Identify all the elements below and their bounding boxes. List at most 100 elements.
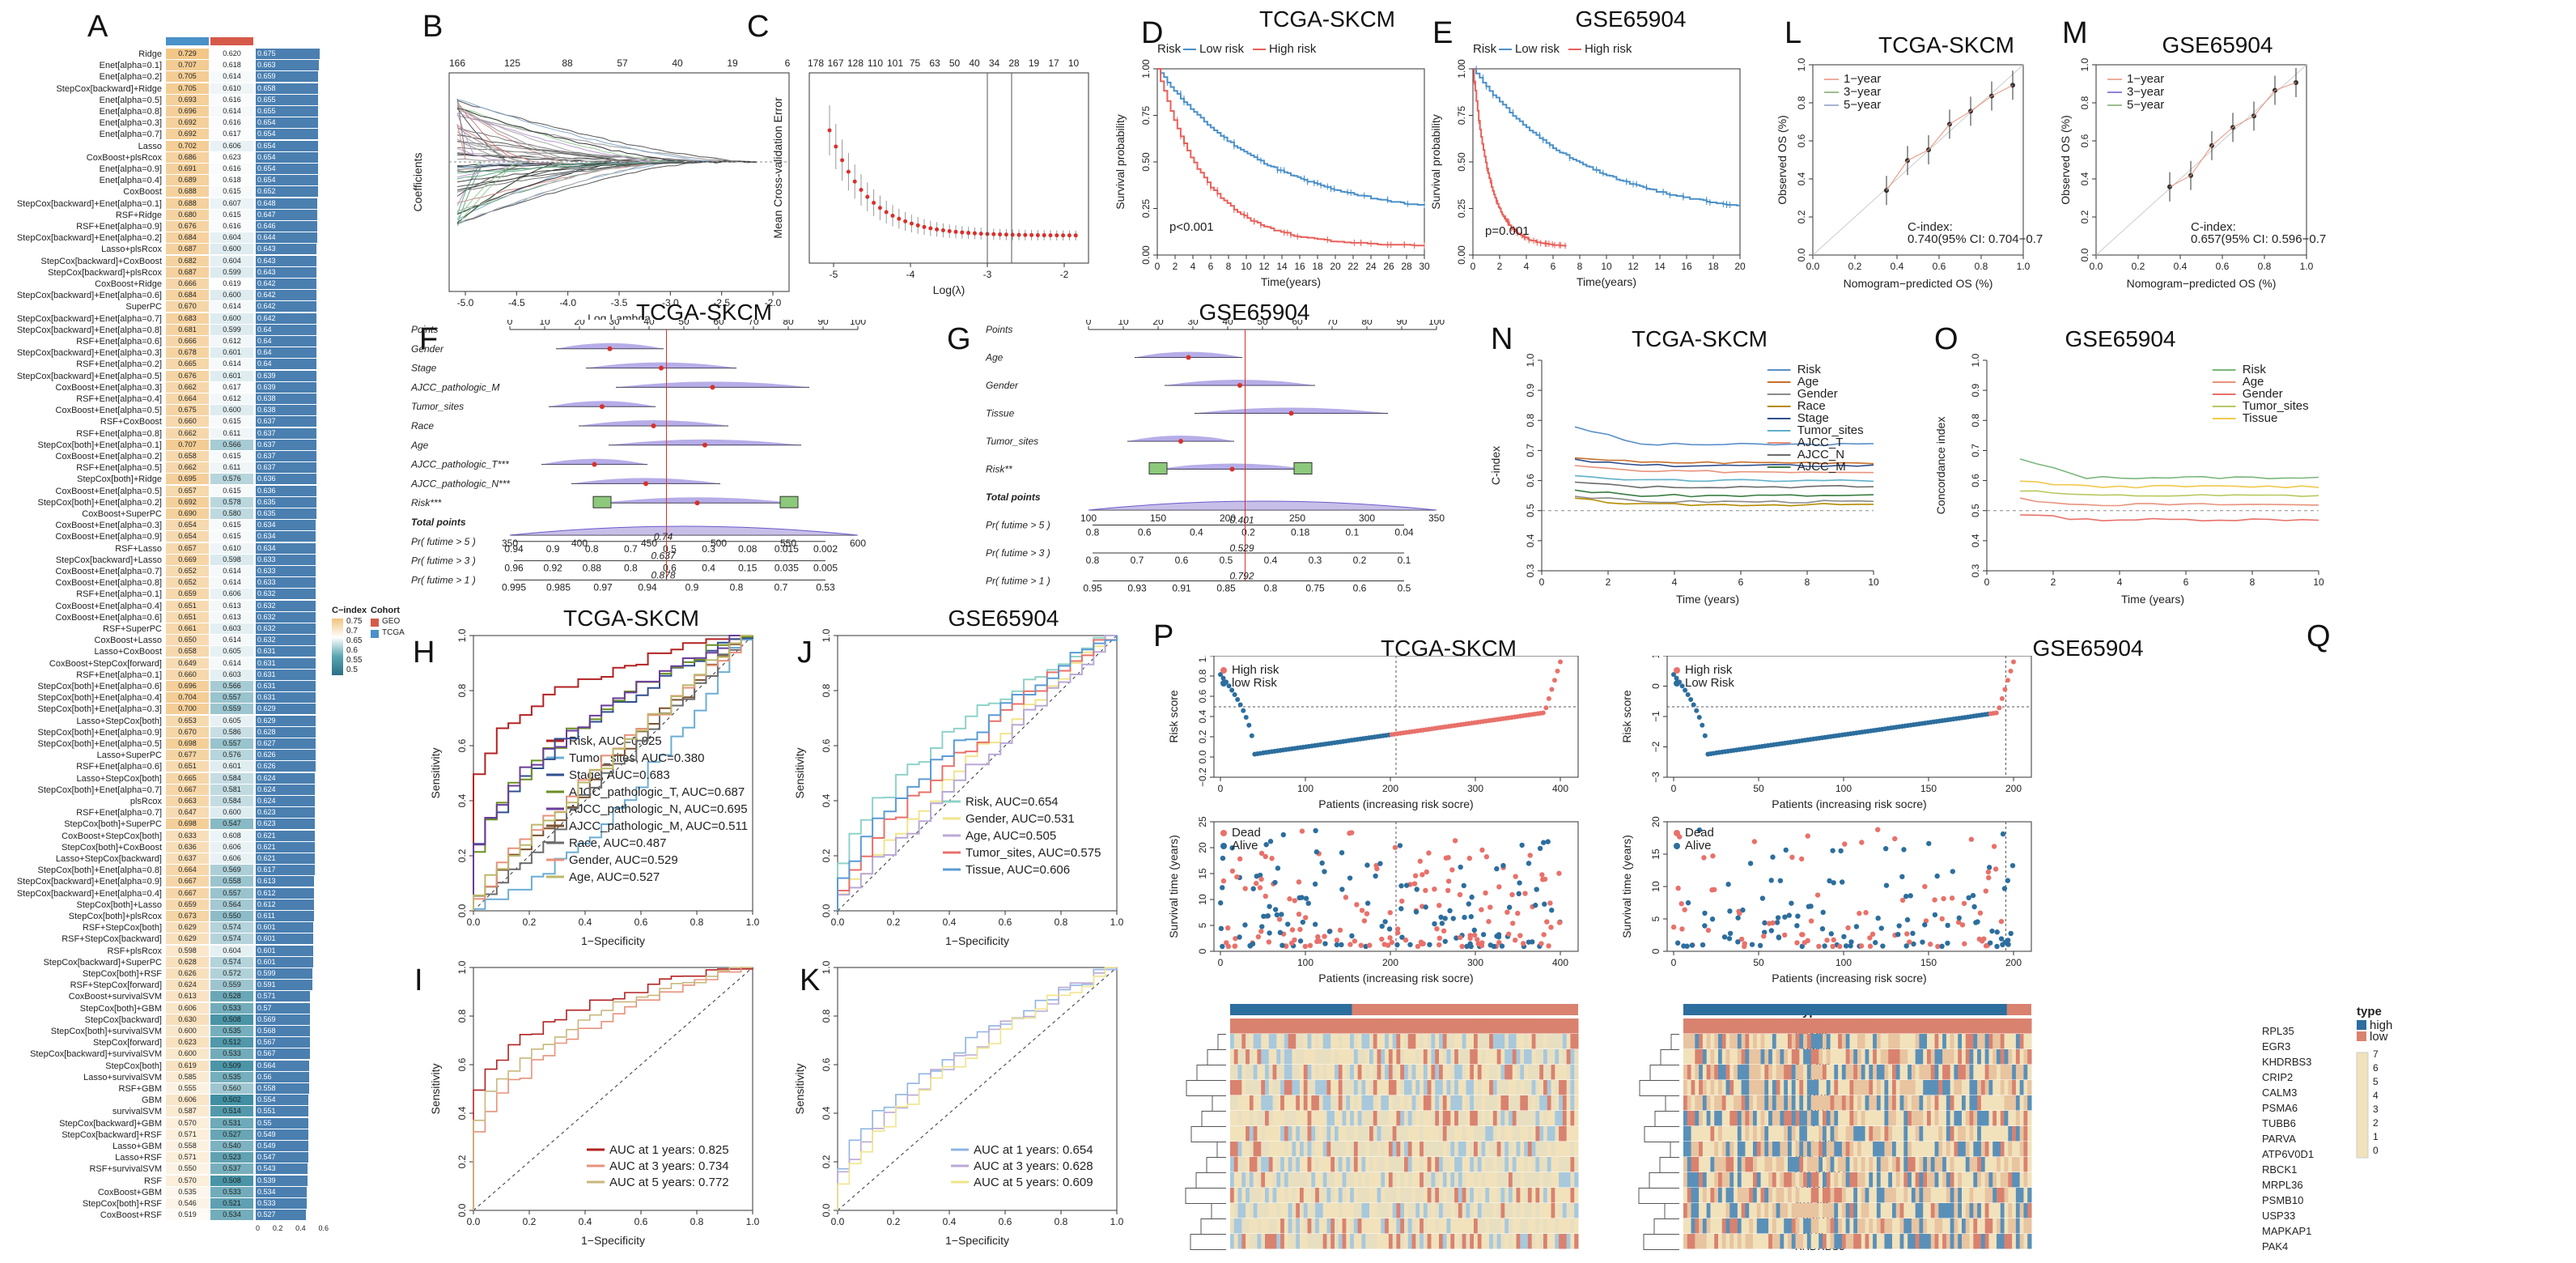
heatmap-cell xyxy=(1903,1065,1908,1080)
heatmap-cell xyxy=(1710,1111,1715,1126)
survival-point xyxy=(1506,931,1512,937)
prob-highlight: 0.878 xyxy=(651,569,675,580)
top-tick-label: 17 xyxy=(1048,57,1059,69)
survival-point xyxy=(1994,929,2000,935)
survival-point xyxy=(1237,934,1242,940)
heatmap-cell xyxy=(1365,1065,1370,1080)
cindex-tcga-cell: 0.651 xyxy=(166,761,209,772)
heatmap-cell xyxy=(1908,1172,1912,1188)
heatmap-cell xyxy=(1369,1126,1374,1142)
survival-point xyxy=(1762,920,1768,926)
risk-score-point xyxy=(1540,710,1546,716)
nomogram-row-label: Total points xyxy=(986,491,1041,503)
model-row: CoxBoost+StepCox[both] 0.633 0.608 0.621 xyxy=(0,830,324,842)
prob-tick-label: 0.4 xyxy=(702,563,715,574)
heatmap-cell xyxy=(1396,1095,1401,1111)
heatmap-cell xyxy=(1315,1172,1320,1188)
heatmap-cell xyxy=(1934,1172,1939,1188)
heatmap-cell xyxy=(1509,1188,1513,1203)
survival-point xyxy=(1983,943,1989,949)
x-tick-label: 0.6 xyxy=(999,1216,1012,1227)
survival-point xyxy=(1426,850,1432,856)
heatmap-cell xyxy=(1233,1049,1239,1065)
heatmap-cell xyxy=(1699,1142,1704,1157)
heatmap-cell xyxy=(1884,1018,1889,1034)
heatmap-cell xyxy=(1745,1049,1750,1065)
heatmap-cell xyxy=(1969,1172,1974,1188)
type-bar-low xyxy=(1352,1004,1578,1015)
heatmap-cell xyxy=(1353,1142,1359,1157)
heatmap-cell xyxy=(1984,1203,1989,1218)
heatmap-cell xyxy=(1980,1018,1986,1034)
heatmap-cell xyxy=(1551,1095,1555,1111)
nomogram-row-label: Total points xyxy=(411,517,466,528)
heatmap-cell xyxy=(1869,1080,1874,1095)
heatmap-cell xyxy=(1702,1218,1708,1234)
heatmap-cell xyxy=(1942,1188,1947,1203)
survival-point xyxy=(1515,910,1521,916)
survival-point xyxy=(1242,922,1248,928)
points-tick-label: 80 xyxy=(783,320,794,327)
survival-point xyxy=(1442,938,1448,944)
model-name: StepCox[backward]+Enet[alpha=0.6] xyxy=(16,291,162,301)
heatmap-cell xyxy=(1950,1142,1954,1157)
heatmap-cell xyxy=(1562,1142,1568,1157)
heatmap-cell xyxy=(1454,1203,1459,1218)
x-tick-label: 0.2 xyxy=(1848,261,1862,272)
heatmap-cell xyxy=(1415,1034,1420,1049)
heatmap-cell xyxy=(1869,1126,1874,1142)
patient-point xyxy=(607,346,613,351)
heatmap-cell xyxy=(1734,1049,1738,1065)
survival-point xyxy=(1768,928,1775,933)
heatmap-cell xyxy=(1481,1234,1486,1249)
survival-point xyxy=(1920,939,1925,945)
cv-point xyxy=(872,201,876,206)
model-name: CoxBoost+GBM xyxy=(97,1187,162,1197)
heatmap-cell xyxy=(1721,1188,1727,1203)
x-tick-label: 4 xyxy=(2117,576,2123,588)
survival-point xyxy=(1458,934,1463,941)
survival-point xyxy=(1678,900,1684,907)
cindex-geo-cell: 0.534 xyxy=(210,1210,253,1221)
model-row: RSF+Ridge 0.680 0.615 0.647 xyxy=(0,209,324,221)
heatmap-cell xyxy=(1500,1034,1505,1049)
heatmap-cell xyxy=(1446,1157,1451,1172)
model-row: StepCox[backward]+survivalSVM 0.600 0.533 0… xyxy=(0,1048,324,1060)
heatmap-cell xyxy=(1795,1111,1800,1126)
heatmap-cell xyxy=(1474,1157,1479,1172)
heatmap-cell xyxy=(2000,1142,2005,1157)
cindex-tcga-cell: 0.692 xyxy=(166,129,209,140)
heatmap-cell xyxy=(1799,1111,1804,1126)
heatmap-cell xyxy=(1249,1126,1254,1142)
heatmap-cell xyxy=(1861,1034,1866,1049)
heatmap-cell xyxy=(1237,1142,1242,1157)
model-name: Lasso+survivalSVM xyxy=(83,1072,162,1082)
survival-point xyxy=(1782,914,1788,920)
heatmap-cell xyxy=(1454,1049,1459,1065)
model-row: StepCox[backward]+Enet[alpha=0.7] 0.683 0.… xyxy=(0,313,324,325)
heatmap-cell xyxy=(2008,1126,2013,1142)
cindex-geo-cell: 0.614 xyxy=(210,301,253,313)
survival-point xyxy=(1296,879,1302,885)
heatmap-cell xyxy=(1888,1080,1893,1095)
heatmap-cell xyxy=(2027,1080,2032,1095)
prob-tick-label: 0.53 xyxy=(816,581,835,593)
heatmap-cell xyxy=(1346,1080,1351,1095)
heatmap-cell xyxy=(1899,1203,1904,1218)
heatmap-cell xyxy=(1570,1065,1575,1080)
heatmap-cell xyxy=(1442,1111,1448,1126)
dendrogram-branch xyxy=(1654,1111,1679,1127)
heatmap-cell xyxy=(1930,1203,1936,1218)
heatmap-cell xyxy=(1446,1126,1451,1142)
c-index-label: C-index: xyxy=(1908,220,1953,234)
heatmap-cell xyxy=(1423,1126,1428,1142)
heatmap-cell xyxy=(1695,1065,1700,1080)
heatmap-cell xyxy=(1919,1142,1924,1157)
survival-point xyxy=(1749,942,1755,947)
heatmap-cell xyxy=(1431,1111,1436,1126)
heatmap-cell xyxy=(1950,1203,1954,1218)
heatmap-cell xyxy=(1760,1111,1765,1126)
heatmap-cell xyxy=(1849,1157,1854,1172)
survival-point xyxy=(1775,915,1781,921)
heatmap-cell xyxy=(1261,1126,1266,1142)
